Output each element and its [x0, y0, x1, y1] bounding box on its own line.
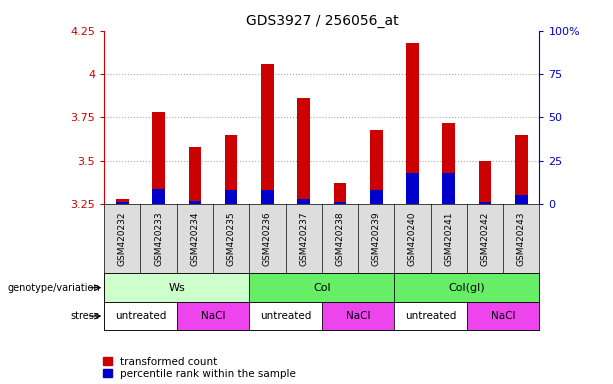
Bar	[406, 43, 419, 204]
Bar	[189, 147, 201, 204]
Bar	[177, 302, 249, 330]
Text: untreated: untreated	[115, 311, 166, 321]
Text: Col(gl): Col(gl)	[449, 283, 485, 293]
Text: GSM420232: GSM420232	[118, 212, 127, 266]
Bar	[152, 189, 165, 204]
Text: GSM420234: GSM420234	[191, 212, 199, 266]
Text: GSM420241: GSM420241	[444, 212, 453, 266]
Text: NaCl: NaCl	[346, 311, 370, 321]
Text: genotype/variation: genotype/variation	[7, 283, 100, 293]
Bar	[467, 302, 539, 330]
Bar	[370, 190, 383, 204]
Bar	[443, 173, 455, 204]
Bar	[152, 112, 165, 204]
Bar	[297, 98, 310, 204]
Bar	[297, 199, 310, 204]
Bar	[249, 302, 322, 330]
Bar	[225, 190, 237, 204]
Text: GSM420236: GSM420236	[263, 212, 272, 266]
Bar	[322, 302, 394, 330]
Title: GDS3927 / 256056_at: GDS3927 / 256056_at	[246, 14, 398, 28]
Text: GSM420242: GSM420242	[481, 212, 490, 266]
Bar	[406, 173, 419, 204]
Bar	[104, 273, 249, 302]
Text: stress: stress	[71, 311, 100, 321]
Bar	[443, 122, 455, 204]
Text: GSM420235: GSM420235	[227, 212, 235, 266]
Text: untreated: untreated	[405, 311, 456, 321]
Text: GSM420240: GSM420240	[408, 212, 417, 266]
Bar	[515, 135, 528, 204]
Bar	[394, 273, 539, 302]
Text: Col: Col	[313, 283, 330, 293]
Bar	[225, 135, 237, 204]
Bar	[333, 183, 346, 204]
Bar	[261, 64, 274, 204]
Bar	[515, 195, 528, 204]
Bar	[104, 302, 177, 330]
Bar	[261, 190, 274, 204]
Text: GSM420233: GSM420233	[154, 212, 163, 266]
Text: GSM420238: GSM420238	[335, 212, 345, 266]
Bar	[116, 199, 129, 204]
Bar	[479, 202, 492, 204]
Text: GSM420239: GSM420239	[371, 212, 381, 266]
Text: NaCl: NaCl	[201, 311, 225, 321]
Bar	[249, 273, 394, 302]
Bar	[116, 202, 129, 204]
Bar	[394, 302, 467, 330]
Bar	[479, 161, 492, 204]
Text: GSM420243: GSM420243	[517, 212, 526, 266]
Bar	[333, 202, 346, 204]
Bar	[370, 129, 383, 204]
Bar	[189, 201, 201, 204]
Text: Ws: Ws	[169, 283, 185, 293]
Text: GSM420237: GSM420237	[299, 212, 308, 266]
Legend: transformed count, percentile rank within the sample: transformed count, percentile rank withi…	[103, 357, 296, 379]
Text: NaCl: NaCl	[491, 311, 516, 321]
Text: untreated: untreated	[260, 311, 311, 321]
